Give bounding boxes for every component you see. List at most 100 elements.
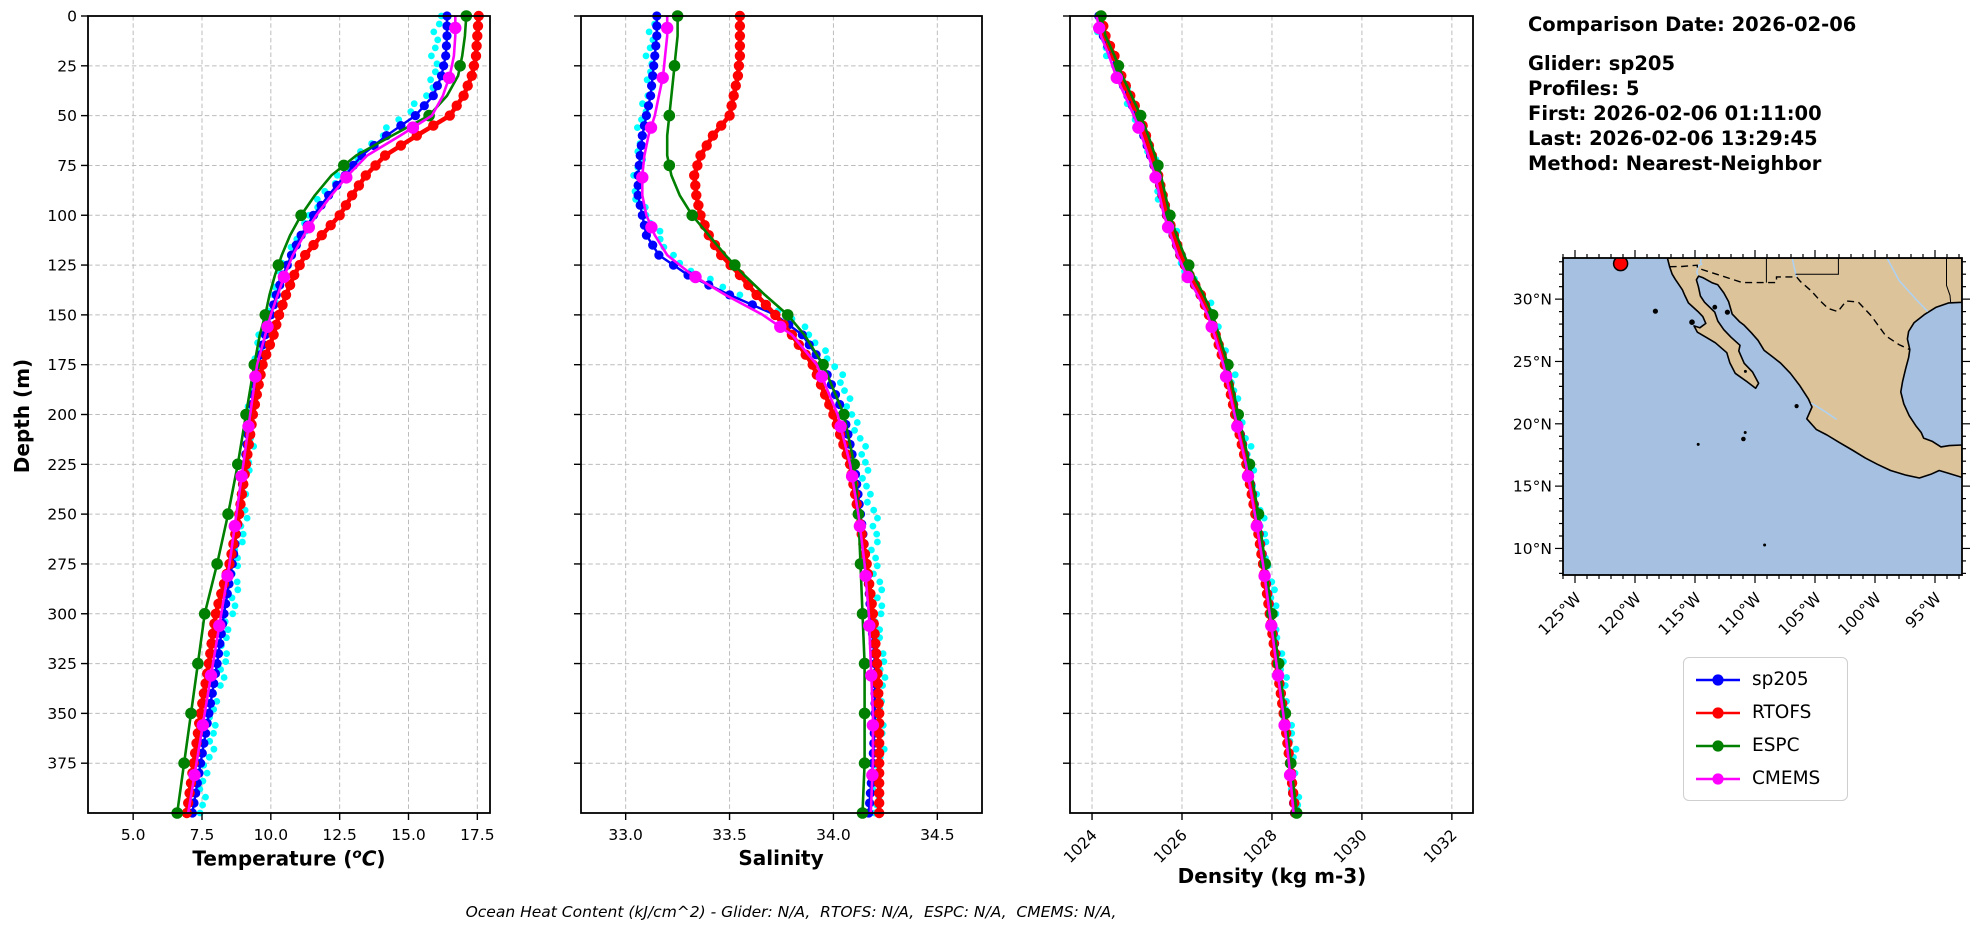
series-marker-sp205	[635, 150, 645, 161]
series-marker-RTOFS	[471, 40, 482, 52]
glider-name-text: Glider: sp205	[1528, 52, 1676, 75]
series-marker-glider-raw	[873, 530, 881, 538]
river-line	[1696, 258, 1703, 276]
legend-item-sp205: sp205	[1694, 669, 1843, 690]
map-frame	[1562, 257, 1963, 576]
map-lon-label: 120°W	[1595, 589, 1645, 639]
island-dot	[1712, 304, 1718, 310]
series-marker-sp205	[647, 81, 657, 91]
series-marker-glider-raw	[1283, 674, 1290, 681]
series-marker-ESPC	[295, 209, 307, 222]
series-marker-RTOFS	[451, 100, 462, 111]
series-marker-RTOFS	[466, 70, 477, 82]
y-tick-label: 325	[47, 655, 77, 673]
series-marker-ESPC	[1182, 259, 1195, 271]
series-marker-glider-raw	[879, 650, 887, 657]
series-marker-sp205	[641, 230, 652, 240]
series-marker-sp205	[648, 240, 658, 250]
series-marker-glider-raw	[862, 443, 869, 450]
series-marker-sp205	[650, 51, 660, 61]
series-marker-glider-raw	[1247, 443, 1255, 450]
y-tick-label: 150	[47, 306, 77, 324]
y-tick-label: 0	[67, 8, 77, 26]
series-marker-RTOFS	[458, 90, 469, 101]
series-marker-sp205	[652, 21, 662, 31]
series-marker-CMEMS	[645, 221, 658, 234]
island-dot	[1652, 308, 1658, 314]
series-marker-ESPC	[454, 60, 466, 72]
series-marker-ESPC	[838, 408, 850, 421]
series-line-ESPC	[175, 15, 468, 814]
series-marker-CMEMS	[196, 719, 209, 732]
series-marker-RTOFS	[695, 210, 706, 221]
series-marker-sp205	[634, 160, 644, 170]
series-marker-RTOFS	[370, 160, 381, 171]
temperature-axis-label-post: )	[376, 846, 386, 871]
series-marker-glider-raw	[234, 586, 242, 594]
island-dot	[1741, 436, 1746, 442]
last-profile-time-text: Last: 2026-02-06 13:29:45	[1528, 127, 1818, 150]
series-marker-RTOFS	[692, 160, 703, 171]
series-marker-ESPC	[663, 109, 676, 122]
series-marker-glider-raw	[876, 578, 884, 586]
series-marker-glider-raw	[210, 729, 217, 737]
series-marker-RTOFS	[268, 329, 279, 340]
y-tick-label: 200	[47, 406, 77, 424]
series-marker-ESPC	[663, 159, 676, 172]
series-marker-CMEMS	[242, 420, 255, 433]
series-marker-RTOFS	[695, 150, 706, 161]
series-marker-CMEMS	[656, 71, 669, 85]
series-marker-glider-raw	[837, 379, 844, 386]
series-marker-CMEMS	[1250, 519, 1264, 533]
series-marker-RTOFS	[691, 190, 702, 201]
series-marker-CMEMS	[1265, 619, 1278, 632]
x-tick-label: 34.0	[816, 826, 851, 844]
map-lat-label: 10°N	[1513, 540, 1552, 558]
series-marker-RTOFS	[701, 140, 712, 151]
x-tick-label: 15.0	[391, 826, 426, 844]
series-marker-CMEMS	[1205, 320, 1218, 333]
x-tick-label: 7.5	[190, 826, 215, 844]
series-marker-RTOFS	[257, 359, 268, 370]
salinity-axis-label: Salinity	[738, 846, 824, 870]
series-marker-sp205	[865, 798, 875, 808]
series-marker-sp205	[637, 131, 647, 141]
series-marker-sp205	[199, 738, 209, 748]
series-marker-RTOFS	[395, 140, 407, 151]
series-marker-sp205	[396, 121, 406, 131]
series-marker-glider-raw	[878, 602, 886, 610]
series-marker-glider-raw	[410, 100, 418, 108]
series-marker-sp205	[654, 250, 664, 260]
series-marker-RTOFS	[206, 638, 217, 649]
series-marker-CMEMS	[644, 121, 658, 134]
series-marker-CMEMS	[1161, 221, 1175, 234]
series-marker-ESPC	[178, 757, 190, 769]
series-marker-RTOFS	[428, 120, 439, 131]
x-tick-label: 34.5	[920, 826, 955, 844]
series-marker-RTOFS	[874, 738, 885, 749]
series-marker-RTOFS	[690, 180, 701, 191]
series-marker-RTOFS	[472, 20, 484, 32]
series-marker-glider-raw	[1231, 371, 1239, 379]
map-lat-label: 30°N	[1513, 291, 1552, 309]
series-marker-glider-raw	[210, 745, 218, 753]
series-marker-glider-raw	[864, 466, 872, 474]
series-marker-sp205	[648, 71, 658, 81]
depth-axis-label: Depth (m)	[10, 358, 34, 474]
legend-item-rtofs: RTOFS	[1694, 702, 1843, 723]
series-marker-CMEMS	[661, 21, 674, 35]
series-marker-ESPC	[668, 60, 681, 72]
series-marker-glider-raw	[874, 514, 881, 522]
series-marker-RTOFS	[284, 279, 296, 291]
series-marker-glider-raw	[719, 283, 727, 291]
series-marker-CMEMS	[204, 669, 218, 682]
series-marker-glider-raw	[877, 610, 885, 618]
first-profile-time-text: First: 2026-02-06 01:11:00	[1528, 102, 1822, 125]
series-marker-glider-raw	[805, 331, 813, 339]
series-marker-sp205	[652, 31, 662, 41]
series-marker-glider-raw	[383, 124, 390, 131]
y-tick-label: 125	[47, 257, 77, 275]
series-marker-RTOFS	[874, 787, 885, 799]
series-marker-RTOFS	[728, 90, 739, 101]
series-marker-CMEMS	[1219, 370, 1233, 383]
